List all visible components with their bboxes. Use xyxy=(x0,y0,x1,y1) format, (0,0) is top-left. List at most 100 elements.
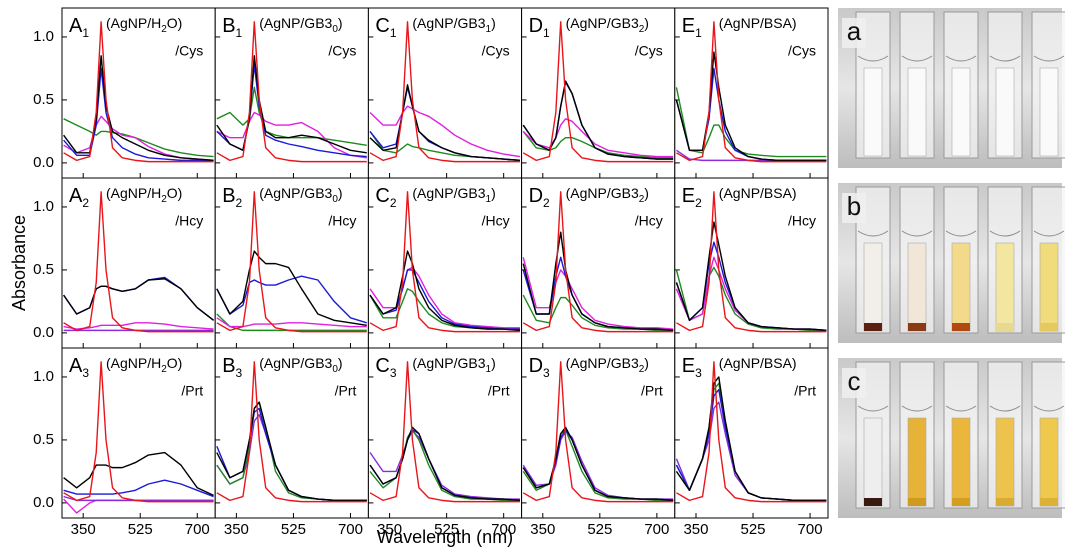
sample-label: (AgNP/GB30) xyxy=(259,355,342,375)
cuvette-bottom xyxy=(908,498,926,506)
panel-frame xyxy=(521,178,675,348)
x-tick-label: 525 xyxy=(434,521,459,538)
panel-letter: D xyxy=(529,15,543,37)
panel: B2 (AgNP/GB30) /Hcy xyxy=(214,177,369,349)
panel-letter: A xyxy=(69,355,83,377)
y-tick-label: 0.5 xyxy=(33,261,54,278)
photo-label-box xyxy=(842,368,866,398)
meniscus xyxy=(1033,55,1065,62)
meniscus xyxy=(989,230,1021,237)
sample-subscript: 1 xyxy=(486,364,492,375)
panel-subscript: 1 xyxy=(390,26,397,40)
cuvette-bottom xyxy=(864,323,882,331)
spectrum-line xyxy=(216,401,367,502)
sample-subscript: 1 xyxy=(486,194,492,205)
meniscus xyxy=(945,405,977,412)
meniscus xyxy=(857,55,889,62)
panel: E1 (AgNP/BSA) /Cys xyxy=(674,7,829,179)
spectrum-line xyxy=(216,191,367,333)
panel-label: A1 xyxy=(69,15,89,40)
analyte-label: /Hcy xyxy=(788,213,816,229)
panel-letter: A xyxy=(69,15,83,37)
analyte-label: /Cys xyxy=(635,43,663,59)
x-tick-label: 700 xyxy=(185,521,210,538)
panel-frame xyxy=(674,178,828,348)
panel-label: E1 xyxy=(682,15,702,40)
meniscus xyxy=(989,55,1021,62)
analyte-label: /Hcy xyxy=(482,213,510,229)
panel-subscript: 1 xyxy=(695,26,702,40)
sample-text: (AgNP/GB3 xyxy=(566,185,639,201)
x-tick-label: 525 xyxy=(741,521,766,538)
cuvette-window xyxy=(1039,417,1059,507)
spectrum-line xyxy=(216,21,367,163)
spectrum-line xyxy=(676,191,827,333)
sample-subscript: 1 xyxy=(486,24,492,35)
spectrum-line xyxy=(676,361,827,503)
sample-text: (AgNP/H xyxy=(106,185,161,201)
cuvette-window xyxy=(951,242,971,332)
sample-subscript: 0 xyxy=(332,194,338,205)
sample-tail: ) xyxy=(491,185,496,201)
sample-text: (AgNP/GB3 xyxy=(566,15,639,31)
panel-subscript: 3 xyxy=(82,366,89,380)
y-axis-title: Absorbance xyxy=(9,215,29,311)
analyte-label: /Cys xyxy=(482,43,510,59)
spectrum-line xyxy=(675,51,827,162)
panel-letter: E xyxy=(682,185,695,207)
cuvette-bottom xyxy=(908,323,926,331)
sample-label: (AgNP/GB32) xyxy=(566,15,649,35)
panel-label: A2 xyxy=(69,185,89,210)
panel-subscript: 3 xyxy=(390,366,397,380)
sample-subscript: 2 xyxy=(161,364,167,375)
sample-tail: O) xyxy=(167,15,183,31)
cuvette-bottom xyxy=(952,323,970,331)
panel-subscript: 3 xyxy=(543,366,550,380)
spectrum-line xyxy=(369,105,521,158)
panel-label: A3 xyxy=(69,355,89,380)
sample-text: (AgNP/BSA) xyxy=(719,15,797,31)
sample-tail: ) xyxy=(644,185,649,201)
panel-letter: E xyxy=(682,355,695,377)
meniscus xyxy=(901,55,933,62)
panel-letter: B xyxy=(222,15,235,37)
y-tick-label: 1.0 xyxy=(33,198,54,215)
analyte-label: /Hcy xyxy=(328,213,356,229)
panel-label: C3 xyxy=(375,355,396,380)
panel-frame xyxy=(215,348,369,518)
photo-label: a xyxy=(847,16,862,46)
cuvette-window xyxy=(907,417,927,507)
spectrum-line xyxy=(369,426,521,502)
x-tick-label: 700 xyxy=(491,521,516,538)
spectrum-line xyxy=(63,118,214,158)
photo: a xyxy=(838,8,1065,168)
panel-letter: D xyxy=(529,185,543,207)
sample-subscript: 0 xyxy=(332,364,338,375)
sample-subscript: 2 xyxy=(161,194,167,205)
panel-frame xyxy=(215,178,369,348)
panel-letter: B xyxy=(222,185,235,207)
sample-tail: O) xyxy=(167,185,183,201)
panel-letter: A xyxy=(69,185,83,207)
sample-tail: ) xyxy=(338,185,343,201)
x-tick-label: 525 xyxy=(587,521,612,538)
panel-frame xyxy=(62,178,216,348)
panel: D1 (AgNP/GB32) /Cys xyxy=(521,7,676,179)
panel: 350 525 700 B3 (AgNP/GB30) /Prt xyxy=(214,347,369,538)
analyte-label: /Prt xyxy=(794,383,816,399)
spectrum-line xyxy=(63,191,214,333)
cuvette-window xyxy=(863,417,883,507)
sample-tail: ) xyxy=(644,355,649,371)
meniscus xyxy=(945,230,977,237)
sample-tail: ) xyxy=(338,15,343,31)
sample-label: (AgNP/GB30) xyxy=(259,185,342,205)
panel: D2(AgNP/GB32)/Hcy xyxy=(521,177,676,349)
analyte-label: /Cys xyxy=(175,43,203,59)
cuvette-window xyxy=(995,67,1015,157)
meniscus xyxy=(945,55,977,62)
panel-label: D3 xyxy=(529,355,550,380)
panel: 0.0 0.5 1.0 A1 (AgNP/H2O) /Cys xyxy=(33,7,216,179)
panel-subscript: 2 xyxy=(695,196,702,210)
